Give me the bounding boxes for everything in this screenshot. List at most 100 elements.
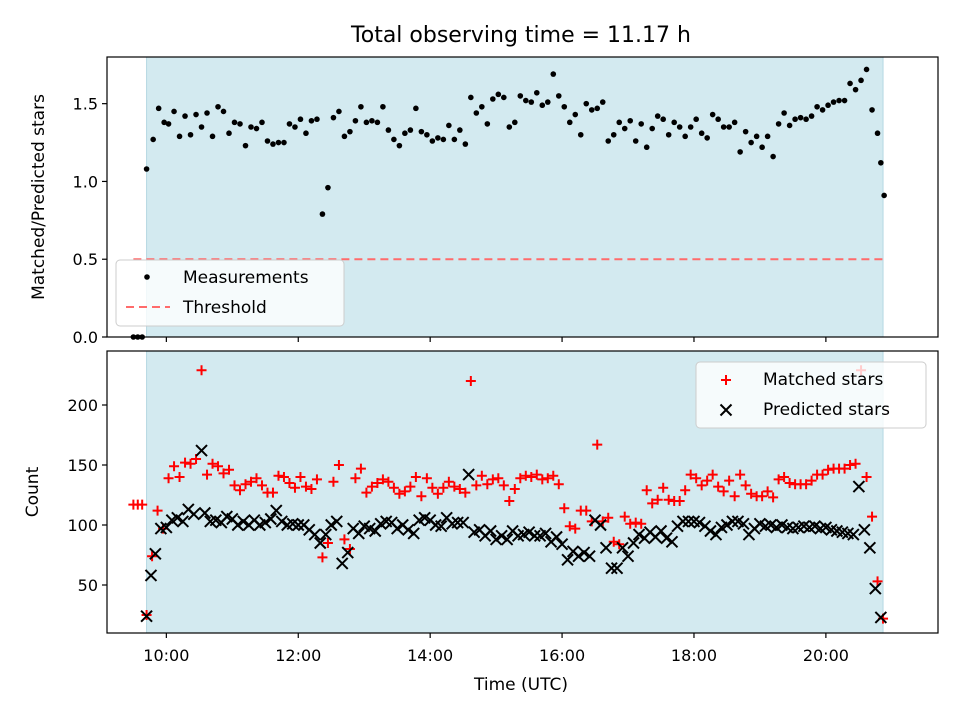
matched-stars-point [443,476,454,487]
predicted-stars-point [160,521,173,534]
measurements-point [610,131,617,138]
measurements-point [770,153,776,160]
predicted-stars-point [577,546,591,559]
measurements-point [836,97,842,104]
matched-stars-point [366,481,377,492]
measurements-point [671,119,677,126]
predicted-stars-point [368,524,382,538]
measurements-point [599,99,606,105]
measurements-point [193,111,199,118]
predicted-stars-point [709,528,723,541]
measurements-point [878,159,884,166]
top-y-axis-label: Matched/Predicted stars [29,94,49,300]
matched-stars-point [608,536,619,547]
measurements-point [352,117,359,124]
measurements-point [446,122,452,129]
measurements-point [841,97,848,104]
matched-stars-point [306,484,317,494]
matched-stars-point [284,478,295,488]
predicted-stars-point [140,609,153,623]
matched-stars-point [350,473,361,484]
measurements-point [753,133,760,140]
matched-stars-point [137,499,148,510]
predicted-stars-point [352,527,365,540]
predicted-stars-point [462,468,475,481]
predicted-stars-point [863,541,877,555]
measurements-point [819,107,826,113]
measurements-point [457,127,463,133]
measurements-point [275,139,282,146]
measurements-point [522,97,529,104]
predicted-stars-point [270,504,283,517]
matched-stars-point [394,488,405,499]
measurements-point [792,116,798,123]
measurements-point [825,102,831,109]
matched-stars-point [762,486,773,497]
predicted-stars-point [594,518,607,532]
matched-stars-point [322,538,333,548]
measurements-point [495,91,502,98]
measurements-point [468,94,474,101]
measurements-point [748,139,754,146]
measurements-point [418,128,425,135]
matched-stars-point [504,496,515,506]
measurements-point [814,103,820,110]
matched-stars-point [674,496,685,506]
measurements-point [863,66,870,73]
predicted-stars-point [314,536,327,550]
measurements-point [259,119,265,126]
measurements-point [484,121,491,127]
measurements-point [330,114,337,121]
matched-stars-point [663,494,674,505]
measurements-point [231,119,238,126]
measurements-point [682,133,688,140]
x-tick-label: 10:00 [143,646,189,665]
matched-stars-point [476,470,487,481]
predicted-stars-point [336,557,349,570]
measurements-point [858,77,864,84]
predicted-stars-point [319,528,332,541]
top-axes-frame [106,56,939,338]
matched-stars-point [333,460,344,470]
matched-stars-point [581,505,592,516]
predicted-stars-point [555,537,569,551]
predicted-stars-point [522,525,536,539]
measurements-point [781,110,787,116]
predicted-stars-point [231,518,245,532]
matched-stars-point [235,485,246,496]
matched-stars-point [845,460,856,470]
measurements-point [270,141,276,147]
measurements-point [726,124,732,130]
measurements-point [369,117,375,124]
measurements-point [396,142,403,149]
matched-stars-point [256,480,267,491]
top-data-layer [130,66,887,340]
measurements-point [226,130,232,137]
matched-stars-point [625,518,636,529]
measurements-point [698,130,705,137]
matched-stars-point [872,576,883,587]
predicted-stars-point [583,549,596,563]
chart-title: Total observing time = 11.17 h [350,23,691,48]
measurements-point [643,144,650,151]
measurements-point [555,93,562,99]
measurements-point [588,107,595,113]
matched-stars-point [460,487,471,498]
measurements-point [204,110,210,116]
bottom-y-tick-label: 100 [67,516,98,535]
matched-stars-point [449,481,460,492]
bottom-y-tick-label: 50 [78,576,98,595]
bottom-panel: 50 100 150 200 10:00 12:00 14:00 16:00 18:00 20:0… [67,350,939,665]
predicted-stars-point [605,561,618,575]
measurements-point [654,113,661,119]
measurements-point [155,105,162,112]
matched-stars-point [399,486,410,497]
measurements-point [709,111,716,118]
measurements-point [473,110,480,116]
matched-stars-point [213,461,224,472]
x-tick-label: 18:00 [671,646,717,665]
matched-stars-point [229,480,240,491]
measurements-point [413,105,419,112]
predicted-stars-point [693,516,706,529]
